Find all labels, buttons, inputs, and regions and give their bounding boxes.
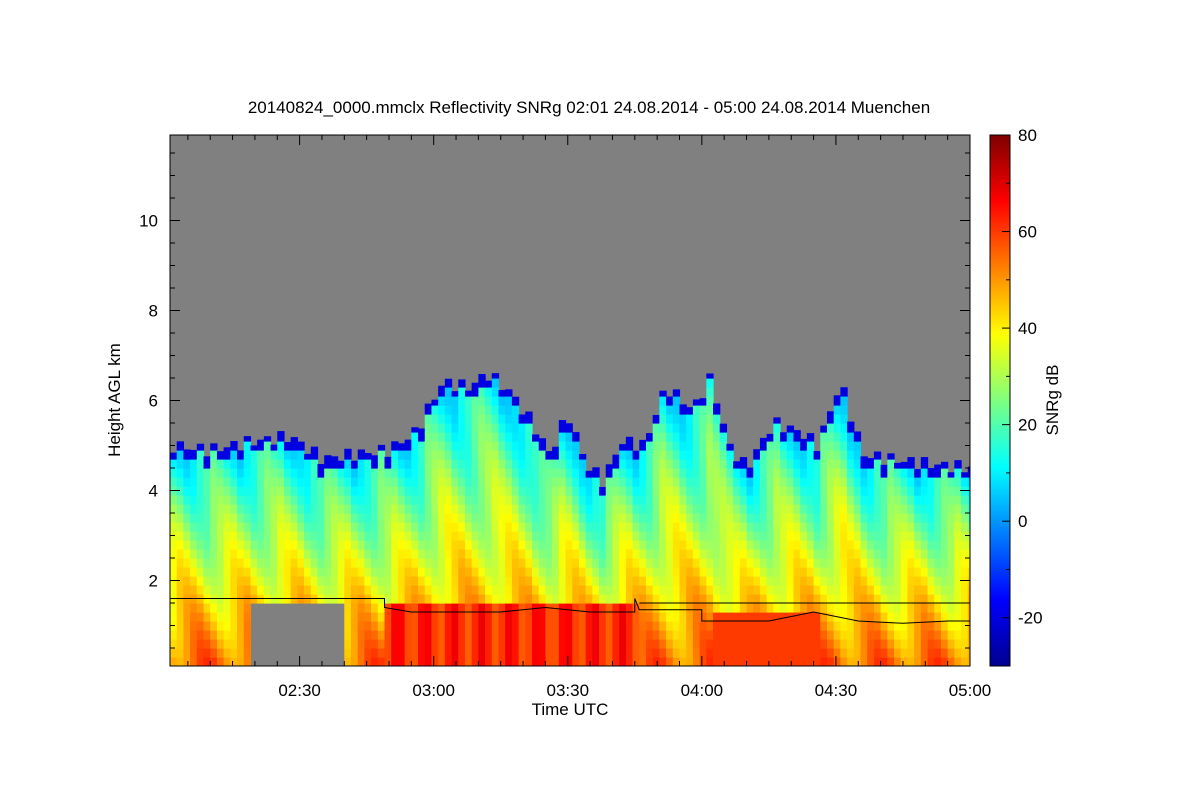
colorbar-tick-label: 20: [1018, 416, 1037, 435]
colorbar-tick-label: 80: [1018, 126, 1037, 145]
plot-area: [170, 135, 970, 666]
y-tick-label: 8: [149, 302, 158, 321]
x-axis-label: Time UTC: [532, 700, 609, 719]
reflectivity-field: [170, 373, 970, 666]
x-axis: 02:30 03:00 03:30 04:00 04:30 05:00: [187, 135, 992, 700]
y-axis: 2 4 6 8 10: [139, 152, 970, 649]
x-tick-label: 04:30: [815, 681, 858, 700]
y-tick-label: 6: [149, 392, 158, 411]
colorbar-label: SNRg dB: [1043, 365, 1062, 436]
colorbar-ticks: 80 60 40 20 0 -20: [1002, 126, 1043, 628]
colorbar-tick-label: 40: [1018, 319, 1037, 338]
chart-title: 20140824_0000.mmclx Reflectivity SNRg 02…: [248, 98, 930, 117]
x-tick-label: 05:00: [949, 681, 992, 700]
y-tick-label: 10: [139, 212, 158, 231]
boundary-line: [170, 598, 970, 624]
y-tick-label: 4: [149, 482, 158, 501]
colorbar-gradient: [989, 134, 1011, 667]
colorbar: 80 60 40 20 0 -20 SNRg dB: [989, 126, 1062, 667]
colorbar-tick-label: 60: [1018, 223, 1037, 242]
y-axis-label: Height AGL km: [105, 343, 124, 457]
colorbar-tick-label: 0: [1018, 512, 1027, 531]
y-tick-label: 2: [149, 572, 158, 591]
x-tick-label: 02:30: [278, 681, 321, 700]
x-tick-label: 04:00: [681, 681, 724, 700]
x-tick-label: 03:30: [546, 681, 589, 700]
colorbar-tick-label: -20: [1018, 609, 1043, 628]
x-tick-label: 03:00: [412, 681, 455, 700]
